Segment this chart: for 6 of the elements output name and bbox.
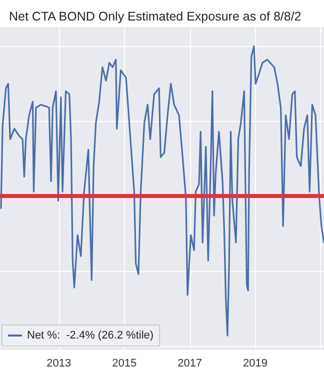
x-tick-label: 2017 xyxy=(178,358,202,370)
x-tick-label: 2019 xyxy=(243,358,268,370)
x-tick-label: 2015 xyxy=(112,358,137,370)
legend-label: Net %: -2.4% (26.2 %tile) xyxy=(27,330,154,342)
chart-title: Net CTA BOND Only Estimated Exposure as of 8/8/2 xyxy=(9,10,302,24)
x-tick-label: 2013 xyxy=(46,358,72,370)
